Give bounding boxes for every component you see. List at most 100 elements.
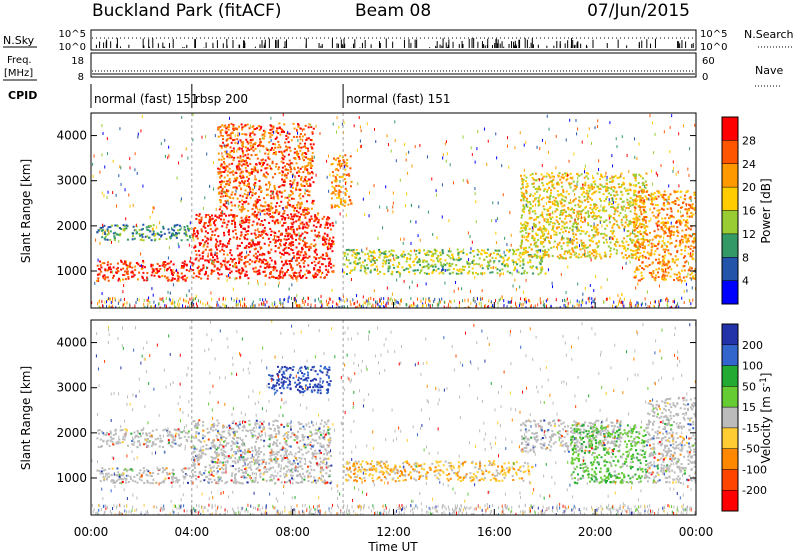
data-cell [220, 273, 223, 276]
data-cell [367, 255, 370, 258]
data-cell [221, 171, 224, 174]
data-cell [284, 173, 287, 176]
data-cell [662, 278, 665, 281]
data-cell [305, 209, 308, 212]
data-cell [234, 186, 237, 189]
data-cell [499, 255, 502, 258]
data-cell [644, 232, 647, 235]
data-cell [543, 189, 546, 192]
data-cell [313, 268, 316, 271]
data-cell [662, 221, 665, 224]
data-cell [285, 138, 288, 141]
data-cell [246, 194, 249, 197]
data-cell [219, 240, 222, 243]
data-cell [295, 272, 298, 275]
data-cell [605, 190, 608, 193]
data-cell [129, 166, 131, 170]
data-cell [634, 177, 637, 180]
data-cell [274, 165, 277, 168]
data-cell [689, 254, 692, 257]
data-cell [124, 270, 127, 273]
data-cell [326, 248, 329, 251]
data-cell [572, 239, 575, 242]
data-cell [545, 202, 547, 206]
data-cell [232, 214, 235, 217]
data-cell [644, 219, 647, 222]
data-cell [544, 249, 547, 252]
data-cell [224, 265, 227, 268]
data-cell [638, 224, 641, 227]
data-cell [691, 205, 694, 208]
data-cell [188, 270, 191, 273]
data-cell [246, 218, 249, 221]
data-cell [109, 263, 112, 266]
data-cell [564, 196, 567, 199]
data-cell [317, 234, 320, 237]
data-cell [642, 223, 645, 226]
data-cell [544, 229, 547, 232]
data-cell [244, 146, 247, 149]
data-cell [270, 197, 273, 200]
data-cell [248, 263, 251, 266]
data-cell [211, 217, 214, 220]
data-cell [379, 205, 381, 209]
data-cell [277, 140, 280, 143]
data-cell [347, 203, 350, 206]
data-cell [580, 215, 582, 219]
data-cell [399, 273, 402, 276]
data-cell [669, 234, 672, 237]
data-cell [364, 268, 367, 271]
data-cell [247, 225, 250, 228]
data-cell [426, 264, 429, 267]
data-cell [683, 279, 686, 282]
data-cell [304, 188, 306, 192]
data-cell [166, 276, 169, 279]
data-cell [303, 244, 306, 247]
data-cell [483, 272, 486, 275]
data-cell [601, 224, 603, 228]
data-cell [249, 188, 252, 191]
data-cell [293, 271, 296, 274]
data-cell [103, 274, 106, 277]
cpid-segment-label: normal (fast) 151 [94, 92, 198, 106]
data-cell [286, 201, 289, 204]
data-cell [314, 275, 317, 278]
data-cell [332, 264, 335, 267]
data-cell [221, 124, 224, 127]
data-cell [561, 235, 563, 239]
data-cell [555, 231, 558, 234]
data-cell [541, 215, 544, 218]
data-cell [180, 226, 182, 230]
data-cell [569, 252, 572, 255]
data-cell [226, 223, 229, 226]
data-cell [420, 269, 423, 272]
data-cell [124, 227, 127, 230]
data-cell [603, 205, 606, 208]
data-cell [449, 257, 452, 260]
data-cell [218, 273, 221, 276]
data-cell [329, 223, 332, 226]
data-cell [690, 235, 693, 238]
data-cell [298, 218, 301, 221]
data-cell [248, 216, 251, 219]
data-cell [656, 204, 659, 207]
data-cell [689, 266, 692, 269]
data-cell [231, 204, 234, 207]
data-cell [637, 225, 640, 228]
data-cell [208, 249, 211, 252]
data-cell [118, 277, 121, 280]
data-cell [236, 166, 239, 169]
data-cell [303, 260, 306, 263]
data-cell [319, 256, 322, 259]
data-cell [542, 253, 545, 256]
data-cell [534, 218, 537, 221]
data-cell [592, 181, 595, 184]
data-cell [264, 167, 267, 170]
data-cell [136, 171, 138, 175]
data-cell [122, 267, 125, 270]
data-cell [304, 142, 307, 145]
data-cell [344, 201, 347, 204]
data-cell [295, 188, 298, 191]
data-cell [662, 197, 665, 200]
data-cell [596, 172, 599, 175]
